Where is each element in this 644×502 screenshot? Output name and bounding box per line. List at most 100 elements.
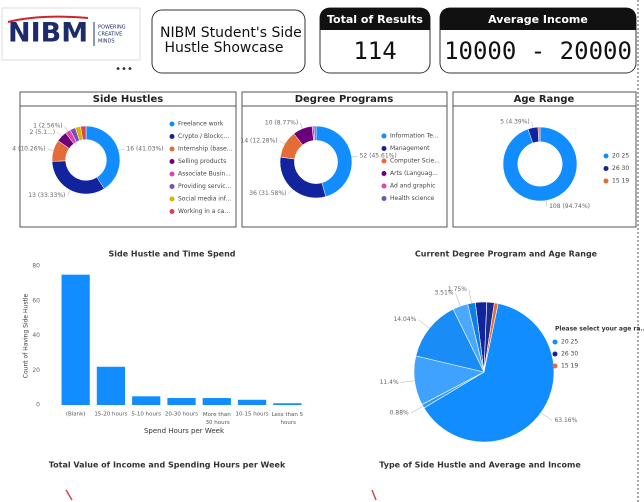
card-value: 10000 - 20000 [444,37,632,65]
data-label: 108 (94.74%) [549,203,590,210]
leader-line [47,148,54,151]
logo-tagline: CREATIVE [98,32,122,38]
y-tick-label: 80 [32,263,40,270]
leader-line [288,188,293,194]
legend-marker [169,196,175,202]
legend-label: Management [390,145,430,152]
legend-marker [381,196,387,201]
legend-marker [603,178,609,184]
card-header [440,8,636,30]
legend-label: Computer Scie... [390,158,440,165]
legend-title: Please select your age ra... [555,326,644,333]
logo-swoosh [7,15,89,23]
chart-title: Side Hustles [93,94,163,105]
data-label: 14.04% [393,316,416,323]
leader-line [299,122,303,129]
legend-marker [552,339,558,345]
legend-marker [169,184,175,189]
legend-marker [381,146,387,151]
donut-slice [85,125,121,190]
data-label: 11.4% [380,379,399,386]
more-options[interactable]: ••• [115,64,133,75]
data-label: 2 (5.1...) [29,129,55,136]
chart-fragment [65,489,73,501]
logo-text: NIBM [8,18,88,49]
legend-label: 20 25 [561,339,578,346]
legend-marker [552,351,558,357]
data-label: 3.51% [434,289,453,296]
legend-label: Social media inf... [178,196,231,203]
leader-line [56,132,62,137]
data-label: 1 (2.56%) [33,123,62,130]
pie-slice [415,308,485,373]
legend-marker [603,166,609,171]
legend-label: Crypto / Blockc... [178,133,229,140]
legend-label: Internship (base... [178,146,233,153]
x-tick-label: 10-15 hours [235,412,268,418]
leader-line [455,292,461,307]
leader-line [545,200,548,207]
chart-title: Current Degree Program and Age Range [415,250,598,259]
data-label: 52 (45.61%) [360,153,397,160]
chart-title: Type of Side Hustle and Average and Inco… [379,461,581,470]
legend-marker [169,134,175,139]
data-label: 14 (12.28%) [241,138,278,145]
data-label: 16 (41.03%) [126,145,163,152]
y-tick-label: 40 [32,332,40,339]
bar [132,396,161,405]
x-tick-label: 15-20 hours [94,412,127,418]
data-label: 36 (31.58%) [249,190,286,197]
bar [96,366,126,405]
bar [237,399,267,405]
donut-slice [537,126,541,143]
x-tick-label: (Blank) [66,412,86,418]
chart-title: Age Range [514,94,575,105]
donut-slice [80,125,87,141]
leader-line [418,319,430,329]
bar [273,403,302,405]
x-tick-label: 5-10 hours [131,412,161,418]
legend-label: 15 19 [612,178,629,185]
y-tick-label: 0 [36,402,40,409]
legend-label: Working in a ca... [178,208,230,215]
legend-marker [381,171,387,176]
legend-label: 20 25 [612,153,629,160]
card-title: Total of Results [327,13,423,26]
legend-label: Selling products [178,158,226,165]
data-label: 10 (8.77%) [265,120,298,127]
legend-label: Health science [390,195,434,202]
donut-slice [313,125,317,141]
legend-marker [169,146,175,152]
legend-label: Arts (Languag... [390,170,438,177]
panel [452,91,637,228]
title-box [151,9,306,74]
donut-slice [502,126,578,202]
y-axis-label: Count of Having Side Hustle [23,294,30,379]
leader-line [531,121,534,128]
legend-marker [169,159,175,164]
data-label: 5 (4.39%) [500,118,529,125]
card-value: 114 [353,37,396,65]
leader-line [410,406,424,414]
logo-tagline: POWERING [98,25,126,31]
chart-title: Degree Programs [295,94,394,105]
data-label: 13 (33.33%) [28,192,65,199]
leader-line [118,148,125,151]
bar [202,398,231,405]
x-tick-label: 20-30 hours [165,412,198,418]
legend-marker [169,121,175,127]
y-tick-label: 60 [32,297,40,304]
chart-fragment [371,489,377,501]
bar [167,398,196,405]
legend-label: 26 30 [612,165,629,172]
data-label: 4 (10.26%) [12,145,45,152]
leader-line [400,380,415,383]
leader-line [64,126,69,132]
chart-title: Total Value of Income and Spending Hours… [49,461,286,470]
legend-label: Information Te... [390,133,439,140]
legend-marker [381,158,387,164]
legend-label: 15 19 [561,363,578,370]
leader-line [279,140,285,145]
